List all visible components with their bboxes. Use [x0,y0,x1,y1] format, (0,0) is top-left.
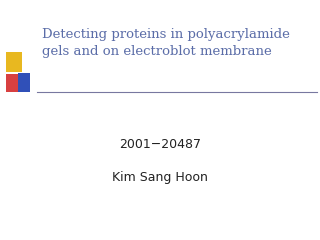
Bar [6,74,19,92]
Bar [18,73,30,92]
Text: Kim Sang Hoon: Kim Sang Hoon [112,171,208,184]
Text: 2001−20487: 2001−20487 [119,138,201,150]
Text: Detecting proteins in polyacrylamide
gels and on electroblot membrane: Detecting proteins in polyacrylamide gel… [42,28,290,59]
Bar [6,52,22,72]
